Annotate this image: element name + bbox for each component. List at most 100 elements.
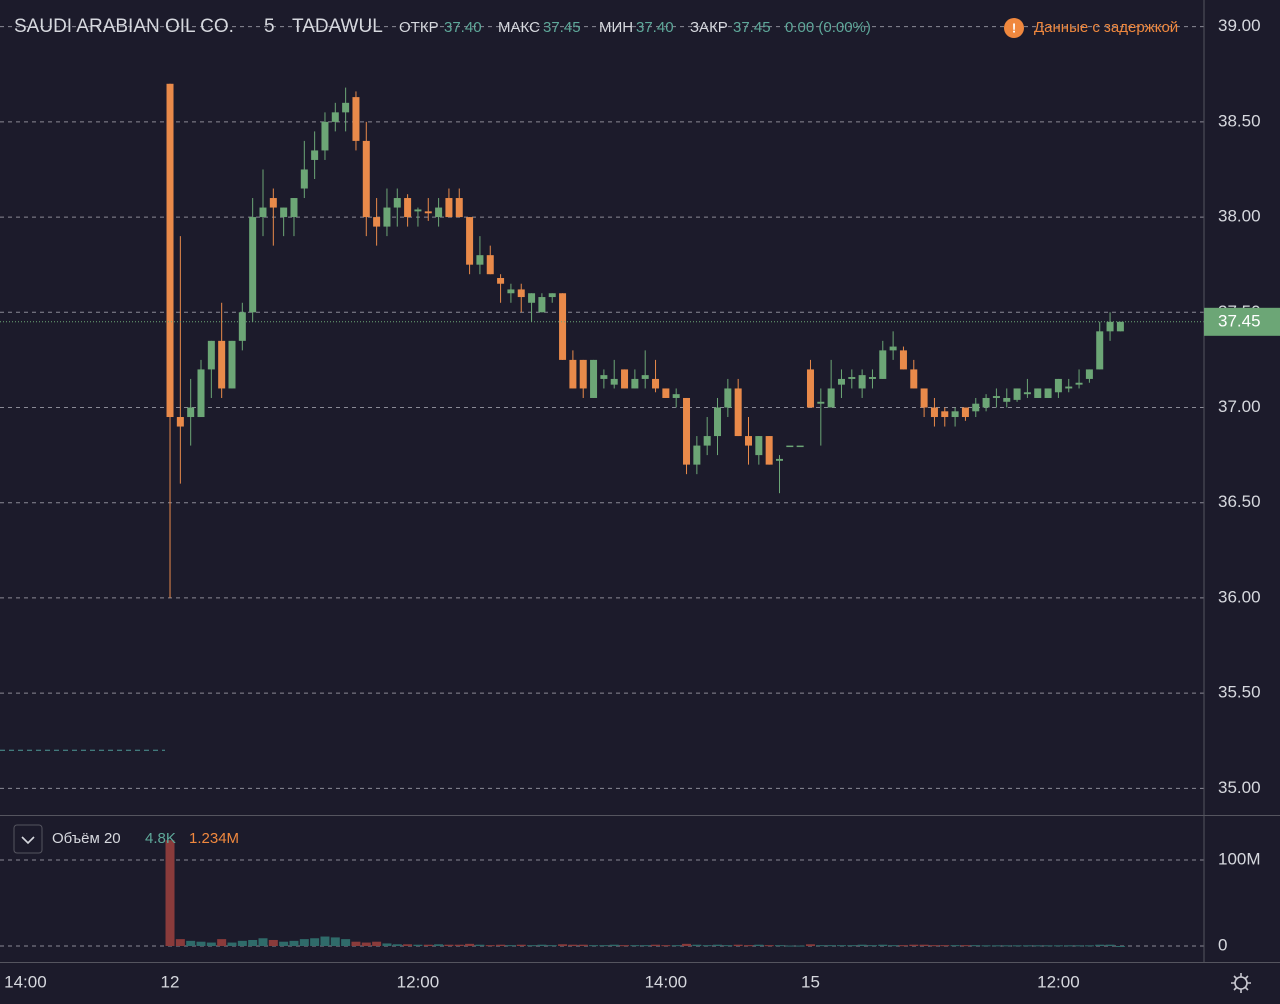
candle-body bbox=[507, 289, 515, 294]
volume-bar bbox=[909, 944, 919, 947]
marks-layer bbox=[0, 83, 1204, 947]
volume-bar bbox=[733, 944, 743, 947]
candle-body bbox=[579, 359, 587, 389]
volume-bar bbox=[1064, 945, 1074, 947]
volume-bar bbox=[1095, 944, 1105, 947]
volume-bar bbox=[929, 945, 939, 947]
candle-body bbox=[641, 375, 649, 379]
candle-body bbox=[662, 388, 670, 398]
y-tick-label: 100M bbox=[1218, 849, 1261, 868]
volume-bar bbox=[372, 941, 382, 947]
candle-body bbox=[1075, 382, 1083, 385]
symbol-title: SAUDI ARABIAN OIL CO. bbox=[14, 16, 234, 37]
y-tick-label: 39.00 bbox=[1218, 16, 1261, 35]
candle-body bbox=[466, 217, 474, 265]
volume-bar bbox=[237, 940, 247, 947]
volume-bar bbox=[981, 945, 991, 947]
volume-bar bbox=[516, 944, 526, 947]
candle-body bbox=[1096, 331, 1104, 370]
collapse-button[interactable] bbox=[13, 824, 43, 854]
candle-body bbox=[1034, 388, 1042, 398]
candle-body bbox=[445, 198, 453, 218]
exchange: TADAWUL bbox=[292, 16, 383, 37]
volume-bar bbox=[258, 938, 268, 947]
candle-body bbox=[321, 121, 329, 151]
volume-bar bbox=[620, 945, 630, 947]
candle-body bbox=[517, 289, 525, 298]
volume-bar bbox=[248, 939, 258, 947]
volume-bar bbox=[1105, 944, 1115, 947]
volume-bar bbox=[878, 944, 888, 947]
notice-icon[interactable] bbox=[1004, 18, 1024, 38]
volume-bar bbox=[713, 944, 723, 947]
gear-teeth bbox=[1231, 973, 1251, 993]
candle-body bbox=[714, 407, 722, 437]
candle-body bbox=[528, 293, 536, 303]
candle-body bbox=[910, 369, 918, 389]
volume-bar bbox=[1053, 945, 1063, 947]
volume-bar bbox=[805, 944, 815, 947]
candle-body bbox=[951, 411, 959, 418]
volume-bar bbox=[692, 944, 702, 947]
volume-bar bbox=[816, 945, 826, 947]
x-tick-label: 12:00 bbox=[1037, 972, 1080, 991]
legend-close-label: ЗАКР bbox=[690, 19, 728, 36]
candle-body bbox=[197, 369, 205, 418]
volume-bar bbox=[1074, 945, 1084, 947]
candle-body bbox=[1003, 397, 1011, 402]
candle-body bbox=[538, 297, 546, 313]
candle-body bbox=[383, 207, 391, 227]
x-tick-label: 14:00 bbox=[645, 972, 688, 991]
volume-bar bbox=[785, 945, 795, 947]
candle-body bbox=[290, 198, 298, 218]
volume-bar bbox=[444, 944, 454, 947]
last-price-tag bbox=[1204, 307, 1280, 336]
candle-body bbox=[889, 346, 897, 351]
legend-change: 0.00 (0.00%) bbox=[785, 19, 871, 36]
volume-bar bbox=[434, 944, 444, 947]
candle-body bbox=[610, 378, 618, 385]
volume-bar bbox=[537, 944, 547, 947]
volume-bar bbox=[217, 939, 227, 947]
volume-bar bbox=[351, 941, 361, 947]
candle-body bbox=[424, 211, 432, 214]
legend-low-label: МИН bbox=[599, 19, 633, 36]
settings-icon[interactable] bbox=[1231, 973, 1251, 993]
volume-bar bbox=[1115, 945, 1125, 947]
volume-bar bbox=[754, 944, 764, 947]
candle-body bbox=[476, 255, 484, 265]
candle-body bbox=[1106, 321, 1114, 332]
volume-bar bbox=[330, 937, 340, 947]
volume-bar bbox=[744, 945, 753, 947]
x-tick-label: 12 bbox=[161, 972, 180, 991]
candle-body bbox=[621, 369, 629, 389]
volume-bar bbox=[940, 945, 950, 947]
volume-bar bbox=[661, 945, 671, 947]
volume-bar bbox=[496, 944, 506, 947]
candle-body bbox=[992, 396, 1000, 398]
interval: 5 bbox=[264, 16, 275, 37]
volume-bar bbox=[403, 944, 413, 947]
volume-bar bbox=[320, 936, 330, 947]
candle-body bbox=[259, 207, 267, 218]
volume-bar bbox=[1033, 945, 1043, 947]
candle-body bbox=[683, 397, 691, 465]
volume-bar bbox=[454, 944, 464, 947]
candle-body bbox=[600, 375, 608, 379]
candle-body bbox=[817, 401, 825, 404]
candle-body bbox=[631, 378, 639, 389]
volume-bar bbox=[310, 938, 320, 947]
volume-bar bbox=[651, 944, 661, 947]
candle-body bbox=[362, 140, 370, 218]
candle-body bbox=[269, 198, 277, 208]
volume-bar bbox=[279, 941, 289, 947]
volume-bar bbox=[1084, 945, 1094, 947]
candle-body bbox=[280, 207, 288, 218]
volume-bar bbox=[382, 943, 392, 947]
candle-body bbox=[734, 388, 742, 437]
candle-body bbox=[414, 209, 422, 212]
notice[interactable]: Данные с задержкой bbox=[1034, 19, 1178, 36]
volume-bar bbox=[919, 944, 929, 947]
y-tick-label: 36.00 bbox=[1218, 587, 1261, 606]
